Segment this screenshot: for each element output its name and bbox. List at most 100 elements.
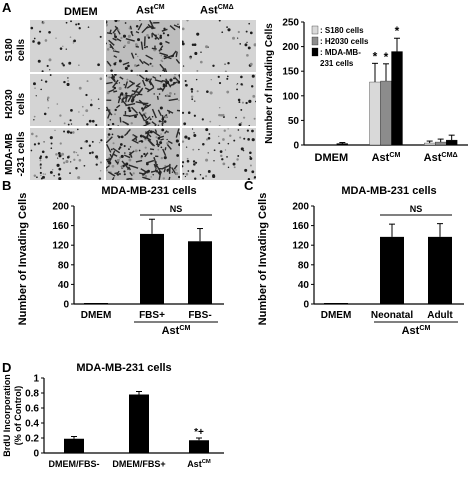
micrograph-cell xyxy=(122,34,127,38)
micrograph-cell xyxy=(182,42,185,46)
micrograph-cell xyxy=(162,148,167,157)
micrograph-cell xyxy=(182,165,184,168)
micrograph-cell xyxy=(130,93,138,102)
y-tick-label: 250 xyxy=(282,18,299,29)
micrograph-cell xyxy=(227,62,230,65)
legend-label: : H2030 cells xyxy=(320,37,369,46)
micro-col-header-astcm: AstCM xyxy=(136,4,165,17)
panel-letter-d: D xyxy=(2,360,12,375)
micrograph-cell xyxy=(123,173,126,176)
micrograph-cell xyxy=(149,62,152,65)
micrograph-cell xyxy=(114,20,118,23)
micrograph-cell xyxy=(238,123,242,126)
micrograph-cell xyxy=(37,41,41,45)
micrograph-cell xyxy=(184,175,187,178)
micrograph-cell xyxy=(191,128,194,130)
micrograph-cell xyxy=(33,115,36,118)
micrograph-cell xyxy=(33,82,36,86)
micrograph-cell xyxy=(114,159,118,164)
micrograph-cell xyxy=(56,163,60,167)
micrograph-cell xyxy=(140,155,143,158)
micrograph-cell xyxy=(139,82,142,84)
micrograph-cell xyxy=(113,62,117,66)
micrograph-cell xyxy=(56,103,59,105)
micrograph-cell xyxy=(45,155,48,159)
micrograph-cell xyxy=(39,30,42,33)
micrograph-cell xyxy=(162,32,165,35)
micrograph-cell xyxy=(167,34,170,37)
micro-row-label-mda-2: -231 cells xyxy=(16,131,27,176)
micrograph-cell xyxy=(160,138,164,141)
micrograph-cell xyxy=(185,146,188,148)
micrograph-cell xyxy=(150,152,153,155)
micrograph-cell xyxy=(42,173,45,175)
x-tick-label: AstCM xyxy=(187,459,211,469)
y-tick-label: 100 xyxy=(282,91,299,102)
micrograph-cell xyxy=(173,24,180,29)
micrograph-cell xyxy=(154,34,157,37)
micrograph-cell xyxy=(91,119,95,123)
micrograph-cell xyxy=(164,68,168,72)
micrograph-cell xyxy=(147,86,155,93)
legend-swatch xyxy=(311,25,319,35)
micrograph-cell xyxy=(193,133,197,137)
micrograph-cell xyxy=(249,62,253,66)
micro-col-header-astcm-sup: CM xyxy=(153,4,165,11)
micrograph-cell xyxy=(162,177,166,180)
micrograph-cell xyxy=(196,69,199,72)
micrograph-cell xyxy=(247,46,251,50)
micrograph-cell xyxy=(127,64,130,68)
micrograph-cell xyxy=(163,27,166,31)
micrograph-cell xyxy=(246,41,248,44)
micrograph-cell xyxy=(85,93,88,97)
micrograph-cell xyxy=(62,64,65,67)
micrograph-cell xyxy=(196,90,199,93)
x-tick-label: Neonatal xyxy=(371,310,413,321)
micrograph-cell xyxy=(193,163,196,166)
micrograph-cell xyxy=(36,176,38,179)
micrograph-cell xyxy=(202,142,205,146)
micrograph-cell xyxy=(154,129,158,133)
micrograph-cell xyxy=(40,174,42,177)
panel-letter-c: C xyxy=(244,178,254,193)
micrograph-cell xyxy=(55,37,57,39)
micrograph-cell xyxy=(129,25,133,30)
micrograph-cell xyxy=(70,20,72,23)
y-tick-label: 80 xyxy=(58,260,70,271)
micrograph-cell xyxy=(121,97,126,101)
micrograph-cell xyxy=(66,155,70,159)
micrograph-cell xyxy=(85,139,88,143)
micrograph-cell xyxy=(119,76,124,80)
micro-row-label-s180-1: S180 xyxy=(4,38,15,62)
micrograph-cell xyxy=(65,159,69,164)
micrograph-cell xyxy=(195,78,198,81)
micrograph-cell xyxy=(47,99,49,102)
micrograph-cell xyxy=(158,171,162,180)
y-tick-label: 0 xyxy=(293,141,299,152)
micrograph-cell xyxy=(122,94,126,98)
micrograph-cell xyxy=(163,156,167,160)
micrograph-cell xyxy=(245,30,248,33)
micrograph-cell xyxy=(146,34,149,37)
y-tick-label: 80 xyxy=(298,260,310,271)
micrograph-cell xyxy=(40,79,43,81)
micrograph-cell xyxy=(127,40,131,45)
micrograph-cell xyxy=(207,136,211,140)
micrograph-cell xyxy=(119,146,122,149)
micrograph-cell xyxy=(252,94,256,98)
micrograph-cell xyxy=(135,45,140,48)
micrograph-cell xyxy=(221,113,225,117)
micrograph-cell xyxy=(174,28,176,31)
legend-label: : MDA-MB- xyxy=(320,48,361,57)
micrograph-cell xyxy=(110,69,113,72)
micrograph-cell xyxy=(125,92,128,95)
micrograph-cell xyxy=(49,120,51,123)
micrograph-cell xyxy=(159,75,162,77)
micrograph-cell xyxy=(143,152,146,156)
micrograph-cell xyxy=(144,112,147,115)
micrograph-cell xyxy=(135,30,140,34)
micrograph-cell xyxy=(30,26,34,30)
micrograph-cell xyxy=(141,79,146,87)
micrograph-cell xyxy=(156,168,158,171)
micrograph-cell xyxy=(63,122,66,125)
